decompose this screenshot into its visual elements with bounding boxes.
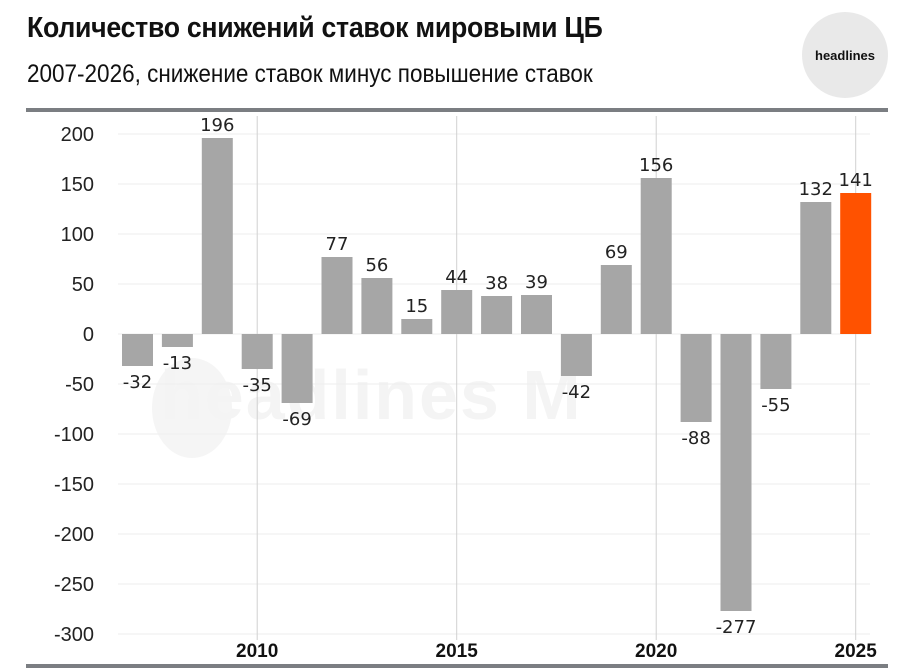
bar bbox=[321, 257, 353, 334]
chart-title: Количество снижений ставок мировыми ЦБ bbox=[27, 12, 603, 44]
watermark: headlines M bbox=[160, 356, 583, 434]
bar-value-label: 39 bbox=[525, 272, 548, 293]
x-tick-label: 2020 bbox=[635, 641, 677, 662]
bar-value-label: -88 bbox=[681, 428, 710, 449]
y-tick-label: -100 bbox=[54, 424, 94, 446]
y-tick-label: 100 bbox=[61, 224, 94, 246]
bar-value-label: 56 bbox=[365, 255, 388, 276]
bar-value-label: 44 bbox=[445, 267, 468, 288]
bar-value-label: 141 bbox=[839, 170, 873, 191]
bar bbox=[600, 265, 632, 334]
bar bbox=[640, 178, 672, 334]
y-axis-ticks: 200 150 100 50 0 -50 -100 -150 -200 -250 -300 bbox=[54, 124, 94, 646]
bar bbox=[361, 278, 393, 334]
y-tick-label: -300 bbox=[54, 624, 94, 646]
bar-value-label: -42 bbox=[562, 382, 591, 403]
bottom-divider bbox=[26, 664, 888, 668]
bar bbox=[281, 334, 313, 403]
bar-value-label: -55 bbox=[761, 395, 790, 416]
bar bbox=[720, 334, 752, 611]
logo-text: headlines bbox=[815, 47, 875, 63]
bar bbox=[241, 334, 273, 369]
x-tick-label: 2015 bbox=[436, 641, 479, 662]
y-tick-label: 200 bbox=[61, 124, 94, 146]
bar-value-label: 77 bbox=[326, 234, 349, 255]
bar bbox=[800, 202, 832, 334]
bar bbox=[560, 334, 592, 376]
y-tick-label: -250 bbox=[54, 574, 94, 596]
top-divider bbox=[26, 108, 888, 112]
headlines-logo: headlines bbox=[802, 12, 888, 98]
bar-value-labels: -32 -13 196 -35 -69 77 56 15 44 38 39 -42 69 156 -88 -2… bbox=[123, 115, 873, 638]
bar-value-label: -277 bbox=[716, 617, 757, 638]
bar-value-label: 132 bbox=[799, 179, 833, 200]
bar-value-label: 196 bbox=[200, 115, 234, 136]
x-axis-ticks: 2010 2015 2020 2025 bbox=[236, 641, 877, 662]
bar-value-label: -35 bbox=[242, 375, 271, 396]
bar-value-label: 38 bbox=[485, 273, 508, 294]
bar bbox=[441, 290, 473, 334]
bar-value-label: 69 bbox=[605, 242, 628, 263]
bar bbox=[481, 296, 513, 334]
y-tick-label: 0 bbox=[83, 324, 94, 346]
bar-value-label: -69 bbox=[282, 409, 311, 430]
x-tick-label: 2025 bbox=[835, 641, 878, 662]
bar bbox=[760, 334, 792, 389]
bar-value-label: 156 bbox=[639, 155, 673, 176]
telegram-watermark-icon bbox=[152, 358, 232, 458]
bar bbox=[521, 295, 552, 334]
bar-value-label: -13 bbox=[163, 353, 192, 374]
bar bbox=[840, 193, 872, 334]
y-tick-label: -50 bbox=[65, 374, 94, 396]
y-tick-label: 50 bbox=[72, 274, 94, 296]
bar-value-label: 15 bbox=[405, 296, 428, 317]
bar bbox=[161, 334, 193, 347]
bars bbox=[122, 138, 872, 611]
x-tick-label: 2010 bbox=[236, 641, 278, 662]
bar bbox=[401, 319, 433, 334]
bar-value-label: -32 bbox=[123, 372, 152, 393]
bar bbox=[680, 334, 712, 422]
chart-subtitle: 2007-2026, снижение ставок минус повышен… bbox=[27, 60, 593, 88]
y-tick-label: -200 bbox=[54, 524, 94, 546]
bar bbox=[201, 138, 233, 334]
y-tick-label: 150 bbox=[61, 174, 94, 196]
y-tick-label: -150 bbox=[54, 474, 94, 496]
bar bbox=[122, 334, 153, 366]
